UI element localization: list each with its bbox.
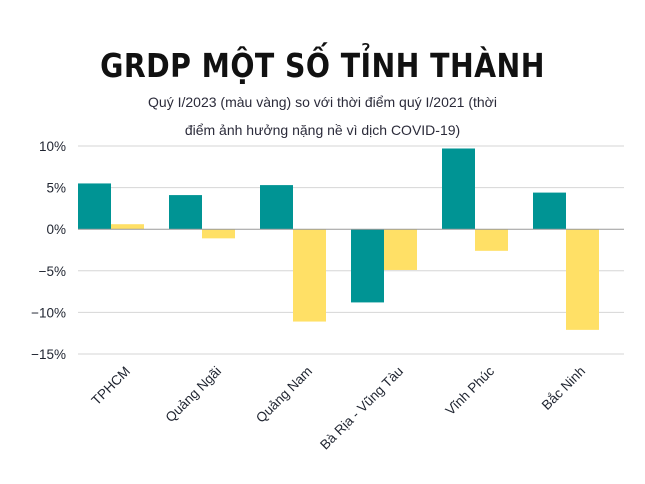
axis-layer: 10% 5% 0% −5% −10% −15% TPHCM Quảng Ngãi Quảng N… (31, 139, 624, 452)
bar-q1_2021-0 (78, 183, 111, 230)
x-category-label: TPHCM (89, 364, 134, 409)
bar-q1_2023-5 (566, 229, 599, 330)
chart-subtitle-line-2: điểm ảnh hưởng nặng nề vì dịch COVID-19) (184, 122, 461, 138)
bar-q1_2021-3 (351, 229, 384, 303)
y-tick-label: −15% (31, 347, 66, 362)
chart-title: GRDP MỘT SỐ TỈNH THÀNH (100, 46, 545, 85)
x-category-label: Quảng Nam (253, 364, 315, 426)
bar-q1_2023-1 (202, 229, 235, 239)
x-category-label: Bà Rịa - Vũng Tàu (317, 364, 406, 453)
y-tick-label: 5% (46, 181, 66, 196)
bar-q1_2023-4 (475, 229, 508, 251)
chart-subtitle-line-1: Quý I/2023 (màu vàng) so với thời điểm q… (148, 94, 497, 110)
bar-q1_2021-4 (442, 148, 475, 230)
bar-q1_2023-2 (293, 229, 326, 322)
y-tick-label: 10% (39, 139, 66, 154)
bar-q1_2021-5 (533, 192, 566, 230)
x-category-label: Vĩnh Phúc (442, 363, 497, 418)
y-tick-label: −5% (39, 264, 66, 279)
x-category-label: Bắc Ninh (539, 364, 588, 413)
y-tick-label: −10% (31, 305, 66, 320)
bar-q1_2023-0 (111, 224, 144, 230)
bar-q1_2023-3 (384, 229, 417, 270)
bar-q1_2021-1 (169, 195, 202, 230)
y-tick-label: 0% (46, 222, 66, 237)
x-category-label: Quảng Ngãi (163, 364, 225, 426)
bar-q1_2021-2 (260, 185, 293, 230)
bars-layer (78, 148, 599, 330)
